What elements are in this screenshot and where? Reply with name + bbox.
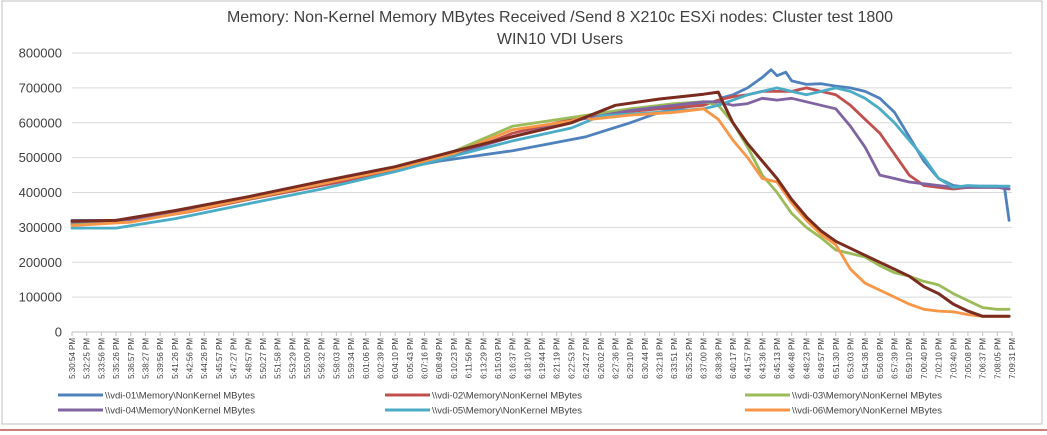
x-tick-label: 6:11:56 PM [465, 338, 474, 379]
x-axis-ticks: 5:30:54 PM 5:32:25 PM 5:33:56 PM 5:35:26 PM… [68, 332, 1017, 379]
legend-label: \\vdi-01\Memory\NonKernel MBytes [105, 391, 255, 402]
x-tick-label: 6:07:16 PM [421, 338, 430, 379]
x-tick-label: 6:27:36 PM [611, 338, 620, 379]
y-tick-label: 800000 [19, 46, 62, 61]
series-layer [70, 68, 1011, 318]
x-tick-label: 6:48:23 PM [802, 338, 811, 379]
x-tick-label: 6:02:39 PM [376, 338, 385, 379]
x-tick-label: 7:09:31 PM [1008, 338, 1017, 379]
x-tick-label: 6:41:57 PM [744, 338, 753, 379]
x-tick-label: 6:35:25 PM [685, 338, 694, 379]
x-tick-label: 5:56:32 PM [318, 338, 327, 379]
x-tick-label: 7:05:08 PM [964, 338, 973, 379]
x-tick-label: 7:06:37 PM [979, 338, 988, 379]
x-tick-label: 5:30:54 PM [68, 338, 77, 379]
y-axis-ticks: 0 100000 200000 300000 400000 500000 600000 700… [19, 46, 62, 340]
x-tick-label: 5:44:26 PM [200, 338, 209, 379]
x-tick-label: 5:55:00 PM [303, 338, 312, 379]
x-tick-label: 6:38:36 PM [714, 338, 723, 379]
x-tick-label: 5:35:26 PM [112, 338, 121, 379]
series-line-5 [70, 86, 1011, 230]
x-tick-label: 5:32:25 PM [83, 338, 92, 379]
x-tick-label: 7:02:10 PM [935, 338, 944, 379]
x-tick-label: 6:59:10 PM [905, 338, 914, 379]
y-tick-label: 600000 [19, 115, 62, 130]
x-tick-label: 5:50:27 PM [259, 338, 268, 379]
y-tick-label: 400000 [19, 185, 62, 200]
y-tick-label: 700000 [19, 80, 62, 95]
x-tick-label: 7:00:40 PM [920, 338, 929, 379]
x-tick-label: 5:36:57 PM [127, 338, 136, 379]
x-tick-label: 5:41:26 PM [171, 338, 180, 379]
x-tick-label: 6:29:10 PM [626, 338, 635, 379]
x-tick-label: 6:46:48 PM [788, 338, 797, 379]
legend-label: \\vdi-04\Memory\NonKernel MBytes [105, 406, 255, 417]
legend-label: \\vdi-03\Memory\NonKernel MBytes [792, 391, 942, 402]
y-tick-label: 0 [55, 325, 62, 340]
x-tick-label: 6:26:02 PM [597, 338, 606, 379]
x-tick-label: 7:08:05 PM [993, 338, 1002, 379]
x-tick-label: 5:33:56 PM [97, 338, 106, 379]
x-tick-label: 6:13:29 PM [479, 338, 488, 379]
x-tick-label: 6:40:17 PM [729, 338, 738, 379]
y-tick-label: 500000 [19, 150, 62, 165]
x-tick-label: 6:37:00 PM [700, 338, 709, 379]
x-tick-label: 6:56:08 PM [876, 338, 885, 379]
x-tick-label: 6:49:57 PM [817, 338, 826, 379]
x-tick-label: 6:05:43 PM [406, 338, 415, 379]
y-tick-label: 200000 [19, 255, 62, 270]
x-tick-label: 6:22:53 PM [567, 338, 576, 379]
x-tick-label: 6:54:36 PM [861, 338, 870, 379]
x-tick-label: 5:45:57 PM [215, 338, 224, 379]
x-tick-label: 6:45:13 PM [773, 338, 782, 379]
x-tick-label: 6:18:10 PM [523, 338, 532, 379]
series-line-7 [70, 90, 1011, 318]
x-tick-label: 6:24:27 PM [582, 338, 591, 379]
chart-frame [1, 0, 1043, 425]
x-tick-label: 5:39:56 PM [156, 338, 165, 379]
legend: \\vdi-01\Memory\NonKernel MBytes \\vdi-02… [58, 391, 942, 417]
x-tick-label: 5:38:27 PM [141, 338, 150, 379]
x-tick-label: 6:04:10 PM [391, 338, 400, 379]
x-tick-label: 6:15:03 PM [494, 338, 503, 379]
x-tick-label: 5:48:57 PM [244, 338, 253, 379]
x-tick-label: 6:21:19 PM [553, 338, 562, 379]
x-tick-label: 6:51:30 PM [832, 338, 841, 379]
y-tick-label: 300000 [19, 220, 62, 235]
grid-layer [72, 52, 1012, 333]
x-tick-label: 6:53:03 PM [846, 338, 855, 379]
x-tick-label: 6:33:51 PM [670, 338, 679, 379]
x-tick-label: 5:53:29 PM [288, 338, 297, 379]
x-tick-label: 5:51:58 PM [274, 338, 283, 379]
chart-title-line-2: WIN10 VDI Users [497, 31, 623, 48]
x-tick-label: 6:01:06 PM [362, 338, 371, 379]
x-tick-label: 6:08:49 PM [435, 338, 444, 379]
x-tick-label: 6:16:37 PM [509, 338, 518, 379]
legend-label: \\vdi-02\Memory\NonKernel MBytes [432, 391, 582, 402]
series-line-1 [70, 68, 1011, 222]
y-tick-label: 100000 [19, 290, 62, 305]
x-tick-label: 5:59:34 PM [347, 338, 356, 379]
x-tick-label: 6:30:44 PM [641, 338, 650, 379]
series-line-6 [70, 107, 1011, 318]
legend-label: \\vdi-06\Memory\NonKernel MBytes [792, 406, 942, 417]
x-tick-label: 6:57:39 PM [891, 338, 900, 379]
x-tick-label: 6:19:44 PM [538, 338, 547, 379]
x-tick-label: 6:32:18 PM [656, 338, 665, 379]
x-tick-label: 6:10:23 PM [450, 338, 459, 379]
x-tick-label: 5:47:27 PM [230, 338, 239, 379]
x-tick-label: 5:58:03 PM [332, 338, 341, 379]
legend-label: \\vdi-05\Memory\NonKernel MBytes [432, 406, 582, 417]
x-tick-label: 5:42:56 PM [186, 338, 195, 379]
chart-title-line-1: Memory: Non-Kernel Memory MBytes Receive… [227, 9, 893, 26]
x-tick-label: 6:43:36 PM [758, 338, 767, 379]
x-tick-label: 7:03:40 PM [949, 338, 958, 379]
